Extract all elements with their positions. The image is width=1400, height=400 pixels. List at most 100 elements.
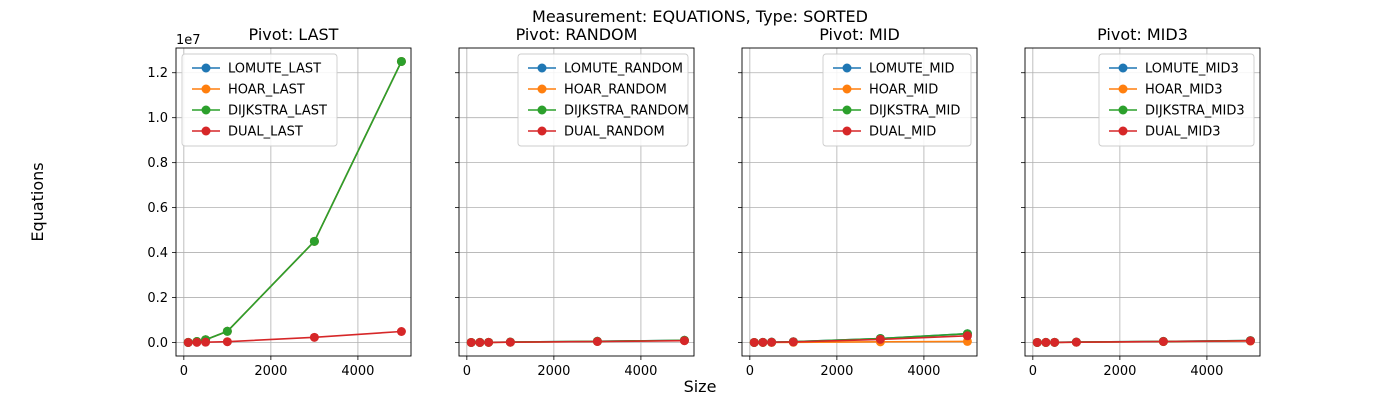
x-tick-label: 4000 xyxy=(624,364,657,379)
y-tick-label: 1.0 xyxy=(147,111,168,126)
data-point xyxy=(1245,336,1255,346)
data-point xyxy=(758,337,768,347)
data-point xyxy=(592,336,602,346)
x-tick-label: 0 xyxy=(746,364,754,379)
data-point xyxy=(309,332,319,342)
legend-marker xyxy=(201,126,211,136)
data-point xyxy=(749,337,759,347)
legend-label: DIJKSTRA_RANDOM xyxy=(564,104,689,119)
x-tick-label: 2000 xyxy=(254,364,287,379)
data-point xyxy=(505,337,515,347)
legend-label: DUAL_MID3 xyxy=(1145,125,1221,140)
figure-y-label: Equations xyxy=(28,162,47,241)
legend-marker xyxy=(537,126,547,136)
legend-marker xyxy=(201,105,211,115)
legend-marker xyxy=(1118,105,1128,115)
data-point xyxy=(679,336,689,346)
x-tick-label: 4000 xyxy=(341,364,374,379)
legend-marker xyxy=(201,63,211,73)
y-tick-label: 0.8 xyxy=(147,156,168,171)
data-point xyxy=(222,337,232,347)
y-tick-label: 0.2 xyxy=(147,291,168,306)
data-point xyxy=(962,331,972,341)
legend-label: DUAL_RANDOM xyxy=(564,125,665,140)
axes-frame xyxy=(458,47,695,357)
axes-frame xyxy=(741,47,978,357)
y-tick-label: 0.6 xyxy=(147,201,168,216)
legend-frame xyxy=(822,53,972,147)
legend-marker xyxy=(842,63,852,73)
x-tick-label: 2000 xyxy=(820,364,853,379)
legend-marker xyxy=(1118,63,1128,73)
y-offset-label: 1e7 xyxy=(176,33,201,48)
x-tick-label: 0 xyxy=(1029,364,1037,379)
data-point xyxy=(788,337,798,347)
legend-frame xyxy=(181,53,338,147)
legend-marker xyxy=(201,84,211,94)
legend-frame xyxy=(517,53,689,147)
y-tick-label: 1.2 xyxy=(147,66,168,81)
subplot-title: Pivot: RANDOM xyxy=(516,25,638,44)
legend: LOMUTE_RANDOM HOAR_RANDOM DIJKSTRA_RANDOM D… xyxy=(517,53,689,147)
data-point xyxy=(1071,337,1081,347)
legend-label: LOMUTE_RANDOM xyxy=(564,62,683,77)
legend-marker xyxy=(537,84,547,94)
data-point xyxy=(1158,336,1168,346)
x-tick-label: 2000 xyxy=(1103,364,1136,379)
x-tick-label: 2000 xyxy=(537,364,570,379)
legend-marker xyxy=(842,84,852,94)
legend-label: DIJKSTRA_MID3 xyxy=(1145,104,1245,119)
subplot-4: Pivot: MID3 0 2000 4000 LOMUTE_MID3 HOAR_MID3… xyxy=(1021,25,1261,379)
y-tick-label: 0.4 xyxy=(147,246,168,261)
data-point xyxy=(396,56,406,66)
legend-label: DIJKSTRA_MID xyxy=(869,104,960,119)
data-point xyxy=(875,334,885,344)
x-tick-label: 4000 xyxy=(1190,364,1223,379)
subplot-3: Pivot: MID 0 2000 4000 LOMUTE_MID HOAR_MID DIJ… xyxy=(738,25,978,379)
legend-label: LOMUTE_LAST xyxy=(228,62,321,77)
series-line xyxy=(188,330,402,344)
legend-label: DUAL_MID xyxy=(869,125,936,140)
data-point xyxy=(767,337,777,347)
legend-label: HOAR_LAST xyxy=(228,83,305,98)
axes-frame xyxy=(1024,47,1261,357)
legend: LOMUTE_MID HOAR_MID DIJKSTRA_MID DUAL_MID xyxy=(822,53,972,147)
legend-label: LOMUTE_MID xyxy=(869,62,954,77)
data-point xyxy=(222,326,232,336)
legend-label: DIJKSTRA_LAST xyxy=(228,104,327,119)
x-tick-label: 4000 xyxy=(907,364,940,379)
figure-x-label: Size xyxy=(684,377,717,396)
data-point xyxy=(1041,337,1051,347)
figure-suptitle: Measurement: EQUATIONS, Type: SORTED xyxy=(532,7,868,26)
legend-marker xyxy=(1118,126,1128,136)
y-tick-label: 0.0 xyxy=(147,336,168,351)
data-point xyxy=(1050,337,1060,347)
data-point xyxy=(475,337,485,347)
legend-marker xyxy=(537,63,547,73)
legend-marker xyxy=(842,105,852,115)
legend-label: HOAR_RANDOM xyxy=(564,83,667,98)
data-point xyxy=(396,326,406,336)
subplot-2: Pivot: RANDOM 0 2000 4000 LOMUTE_RANDOM HOAR_… xyxy=(455,25,695,379)
subplot-title: Pivot: MID xyxy=(819,25,900,44)
data-point xyxy=(201,337,211,347)
data-point xyxy=(1032,337,1042,347)
data-point xyxy=(484,337,494,347)
x-tick-label: 0 xyxy=(180,364,188,379)
subplot-grid: Pivot: LAST 0 2000 4000 0.0 0.2 0.4 0.6 0.8 1.0 1.… xyxy=(147,25,1261,379)
subplot-title: Pivot: MID3 xyxy=(1097,25,1188,44)
legend: LOMUTE_LAST HOAR_LAST DIJKSTRA_LAST DUAL_LA… xyxy=(181,53,338,147)
subplot-1: Pivot: LAST 0 2000 4000 0.0 0.2 0.4 0.6 0.8 1.0 1.… xyxy=(147,25,412,379)
legend-marker xyxy=(842,126,852,136)
legend-label: DUAL_LAST xyxy=(228,125,303,140)
subplot-title: Pivot: LAST xyxy=(249,25,339,44)
legend-marker xyxy=(1118,84,1128,94)
legend-label: HOAR_MID3 xyxy=(1145,83,1223,98)
legend: LOMUTE_MID3 HOAR_MID3 DIJKSTRA_MID3 DUAL_MI… xyxy=(1098,53,1255,147)
legend-marker xyxy=(537,105,547,115)
x-tick-label: 0 xyxy=(463,364,471,379)
data-point xyxy=(466,337,476,347)
legend-frame xyxy=(1098,53,1255,147)
data-point xyxy=(183,337,193,347)
